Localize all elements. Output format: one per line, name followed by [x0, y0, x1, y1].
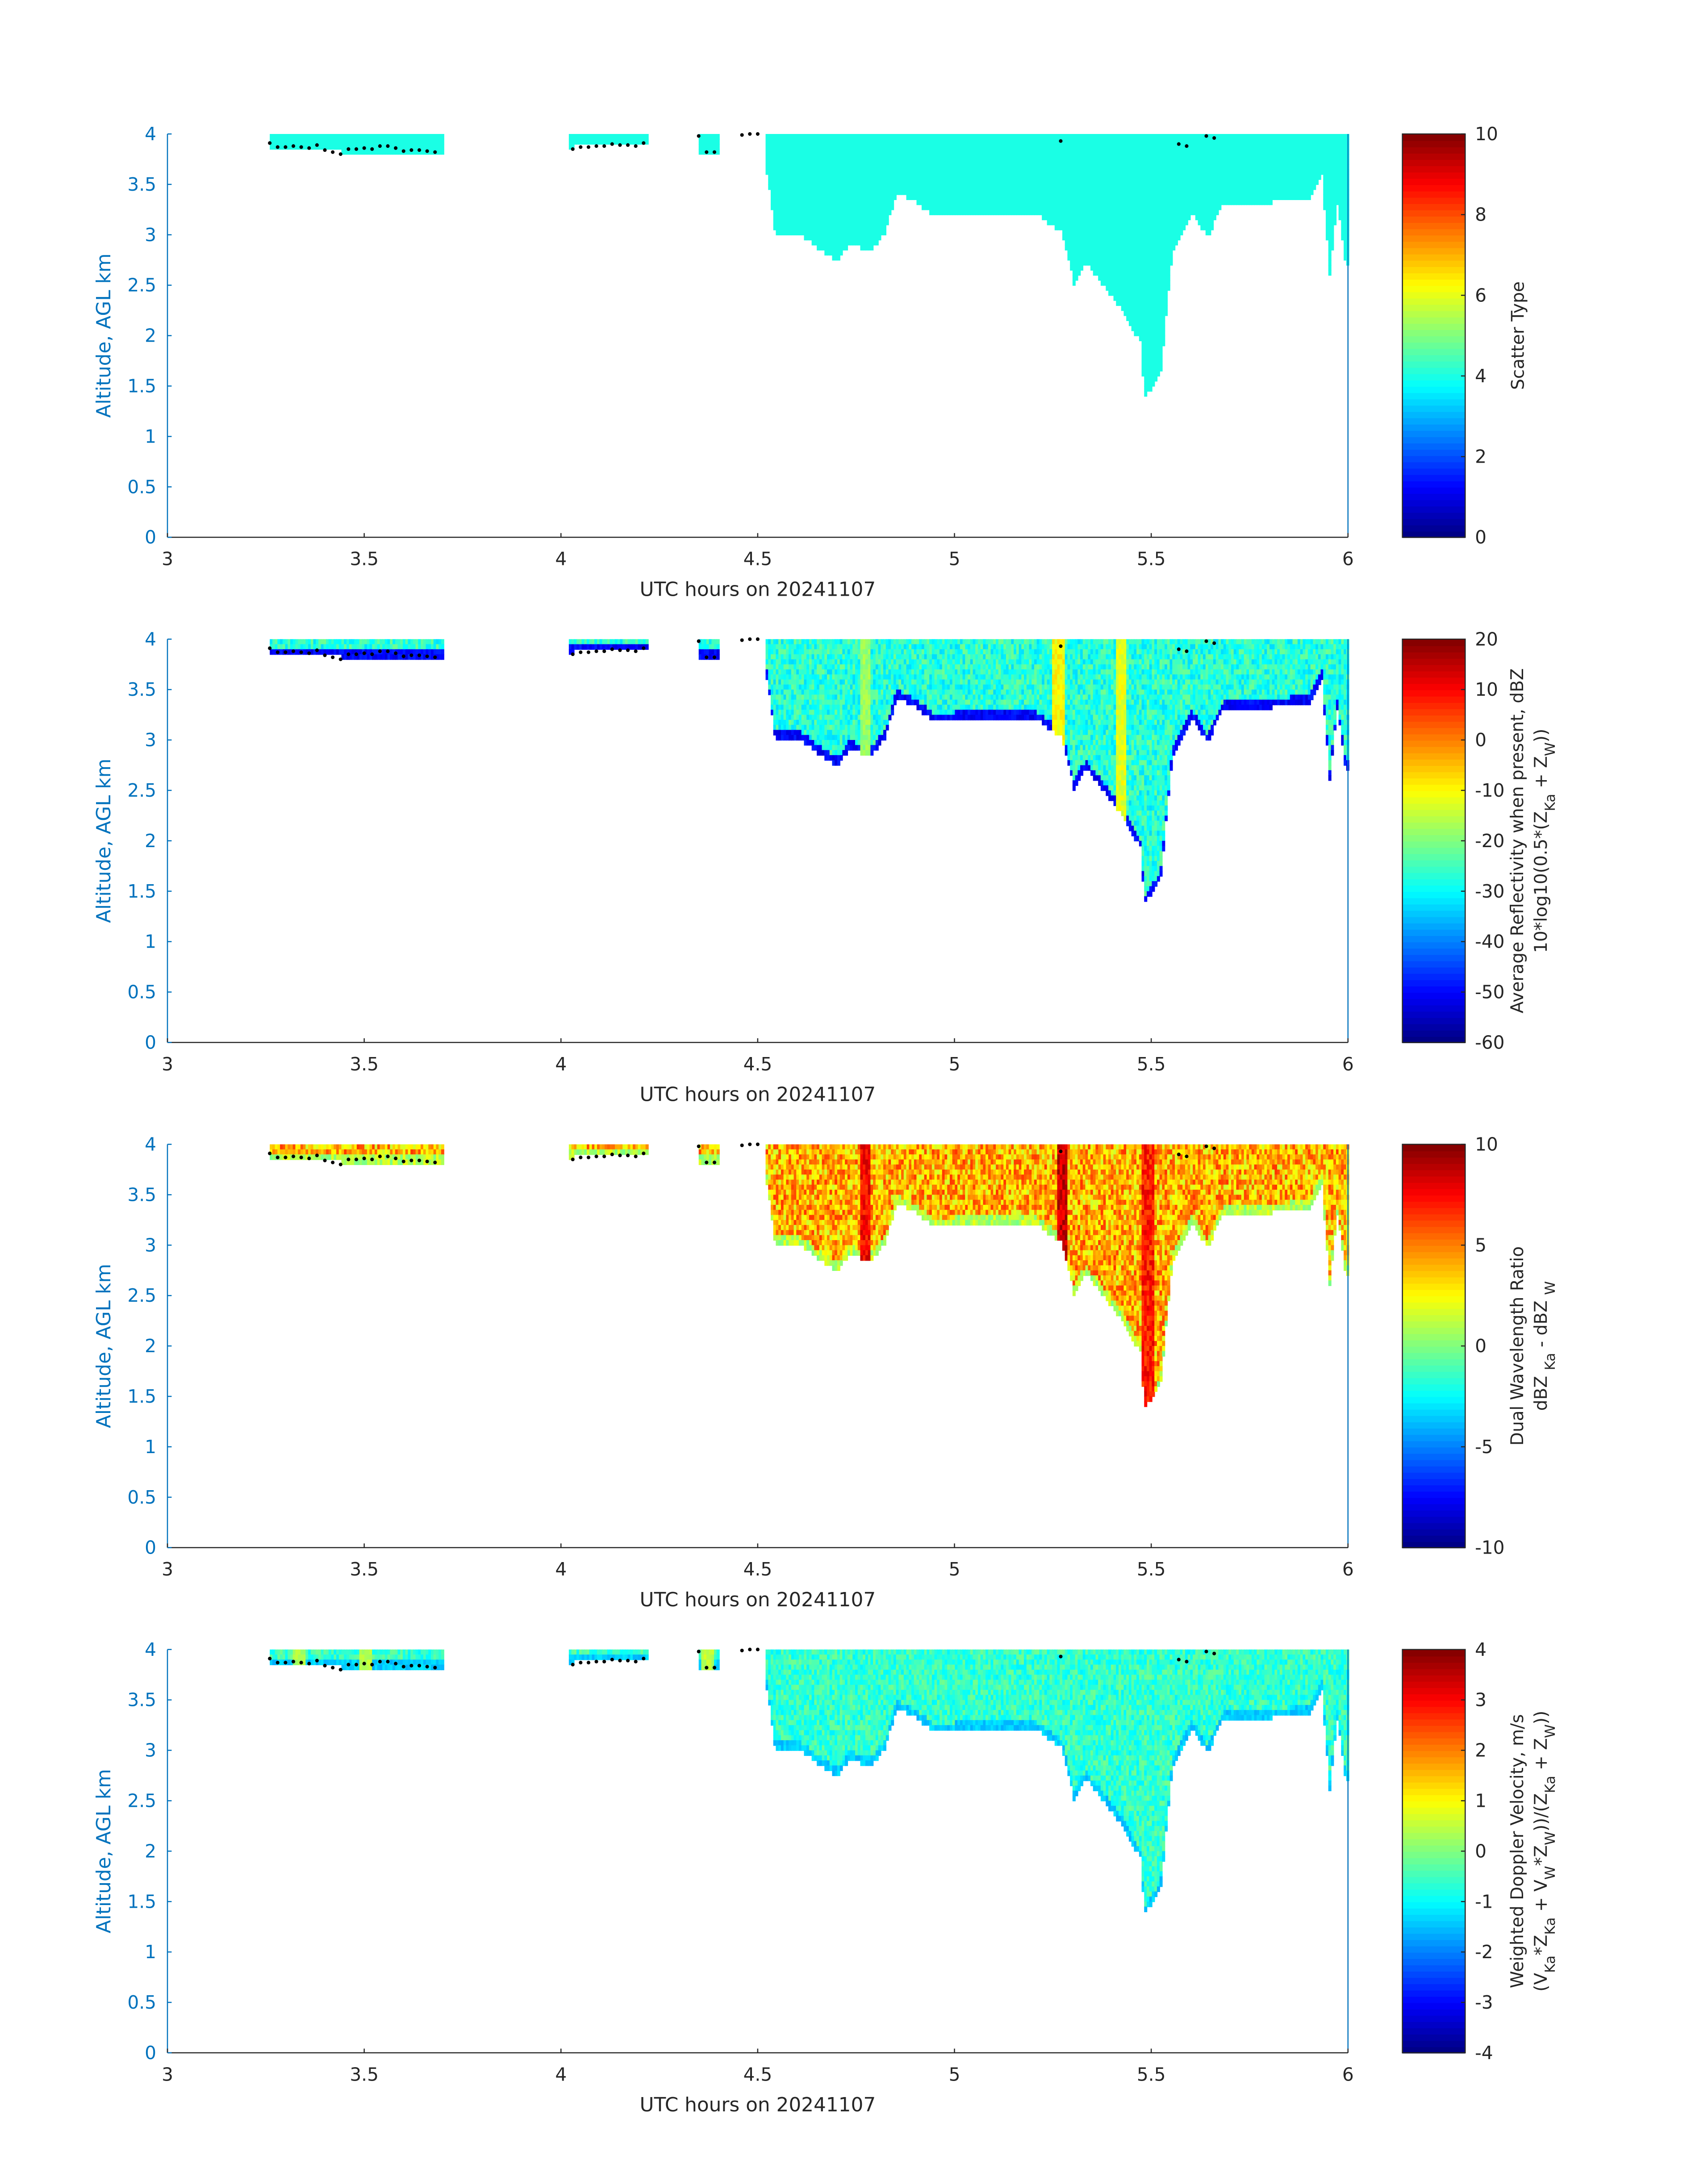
heatmap-cell	[1073, 280, 1076, 286]
figure: 3 3.5 4 4.5 5 5.5 600.511.522.533.54UTC hours …	[0, 0, 1708, 2177]
heatmap-cell	[717, 134, 720, 140]
heatmap-cell	[717, 144, 720, 150]
heatmap-cell	[886, 215, 889, 221]
heatmap-cell	[441, 134, 444, 140]
heatmap-cell	[876, 240, 879, 246]
heatmap-cell	[717, 139, 720, 145]
heatmap-cell	[891, 205, 894, 210]
heatmap-cell	[646, 139, 649, 145]
heatmap-cell	[646, 134, 649, 140]
heatmap-cell	[894, 194, 897, 200]
heatmap-cell	[886, 220, 889, 226]
heatmap-cell	[870, 245, 873, 251]
heatmap-cell	[891, 200, 894, 205]
heatmap-cell	[717, 149, 720, 155]
heatmap-cell	[1080, 265, 1083, 271]
heatmap-cell	[441, 149, 444, 155]
heatmap-cell	[441, 144, 444, 150]
heatmap-cell	[837, 255, 840, 261]
heatmap	[270, 134, 1349, 397]
heatmap-cell	[441, 139, 444, 145]
heatmap-cell	[1077, 270, 1081, 276]
heatmap-cell	[883, 230, 886, 235]
heatmap-cell	[878, 235, 881, 241]
heatmap-cell	[888, 209, 891, 215]
heatmap-cell	[883, 225, 886, 230]
heatmap-cell	[845, 245, 848, 251]
heatmap-cell	[1075, 275, 1078, 281]
heatmap-cell	[840, 250, 843, 256]
